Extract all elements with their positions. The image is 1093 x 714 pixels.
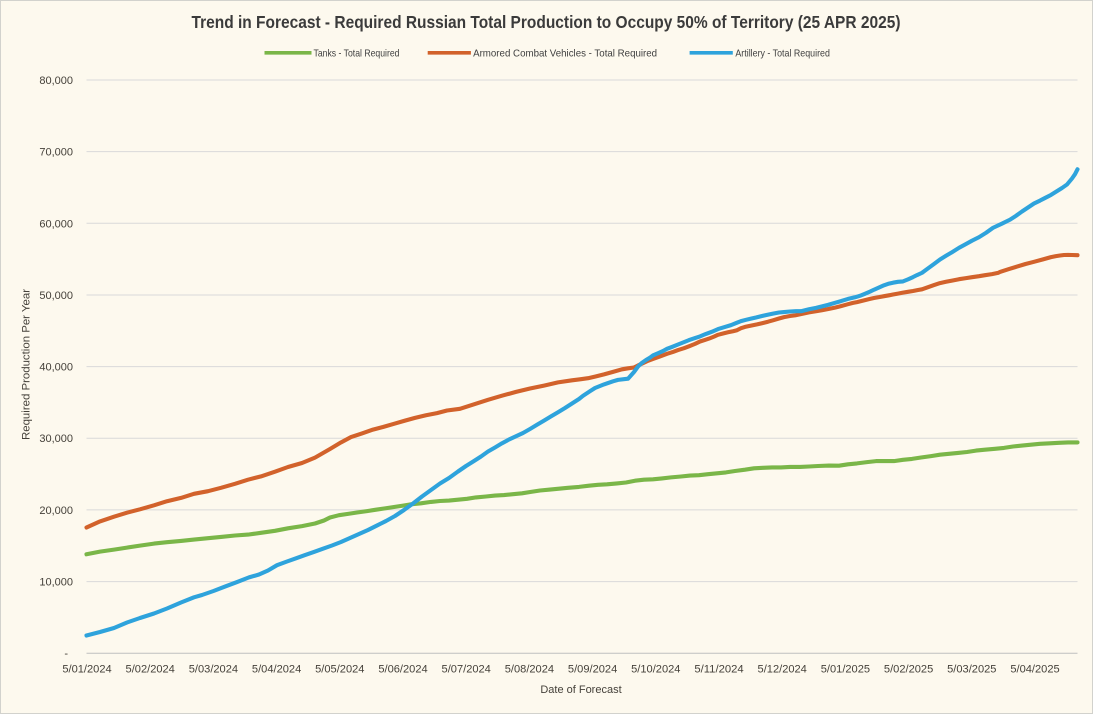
- svg-text:10,000: 10,000: [39, 577, 73, 589]
- svg-text:5/08/2024: 5/08/2024: [505, 664, 554, 676]
- svg-text:5/04/2025: 5/04/2025: [1010, 664, 1059, 676]
- svg-text:Required Production Per Year: Required Production Per Year: [21, 289, 33, 440]
- svg-text:Date of Forecast: Date of Forecast: [540, 684, 621, 696]
- svg-text:5/10/2024: 5/10/2024: [631, 664, 680, 676]
- svg-text:80,000: 80,000: [39, 75, 73, 87]
- svg-text:5/11/2024: 5/11/2024: [694, 664, 743, 676]
- svg-text:5/02/2024: 5/02/2024: [126, 664, 175, 676]
- svg-text:Armored Combat Vehicles - Tota: Armored Combat Vehicles - Total Required: [473, 48, 657, 60]
- svg-text:5/01/2024: 5/01/2024: [62, 664, 111, 676]
- svg-text:Artillery - Total Required: Artillery - Total Required: [735, 48, 830, 60]
- svg-text:50,000: 50,000: [39, 290, 73, 302]
- svg-text:5/06/2024: 5/06/2024: [378, 664, 427, 676]
- svg-text:5/07/2024: 5/07/2024: [442, 664, 491, 676]
- svg-text:5/03/2025: 5/03/2025: [947, 664, 996, 676]
- svg-text:Trend in Forecast - Required R: Trend in Forecast - Required Russian Tot…: [192, 12, 901, 32]
- svg-text:5/02/2025: 5/02/2025: [884, 664, 933, 676]
- svg-text:5/12/2024: 5/12/2024: [758, 664, 807, 676]
- svg-text:20,000: 20,000: [39, 505, 73, 517]
- svg-text:60,000: 60,000: [39, 218, 73, 230]
- svg-text:5/03/2024: 5/03/2024: [189, 664, 238, 676]
- svg-text:5/04/2024: 5/04/2024: [252, 664, 301, 676]
- svg-text:30,000: 30,000: [39, 433, 73, 445]
- svg-text:70,000: 70,000: [39, 147, 73, 159]
- svg-text:Tanks - Total Required: Tanks - Total Required: [314, 48, 400, 60]
- svg-text:5/01/2025: 5/01/2025: [821, 664, 870, 676]
- svg-text:5/05/2024: 5/05/2024: [315, 664, 364, 676]
- svg-text:-: -: [64, 648, 68, 660]
- svg-text:5/09/2024: 5/09/2024: [568, 664, 617, 676]
- svg-text:40,000: 40,000: [39, 362, 73, 374]
